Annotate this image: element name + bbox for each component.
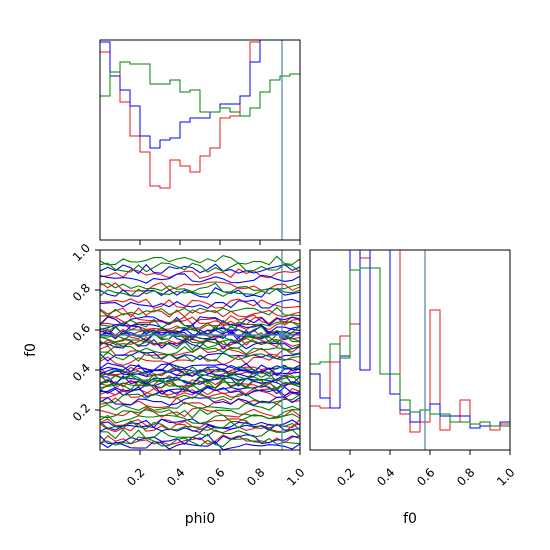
histogram-f0-frame [309,249,511,451]
x-tick-label-f0: 1.0 [494,465,517,488]
contour-series-2-level-7 [100,333,300,351]
x-tick-label-f0: 0.2 [334,465,357,488]
truth-marker [279,332,285,338]
contour-series-2-level-2 [100,401,300,420]
y-tick-label-f0: 0.4 [70,361,93,384]
y-tick-label-f0: 0.6 [70,321,93,344]
contour-series-2-level-6 [100,345,300,363]
x-tick-label-f0: 0.4 [374,465,397,488]
x-tick-label-f0: 0.8 [454,465,477,488]
histogram-phi0-series-2 [100,61,300,240]
contour-series-1-level-10 [100,287,300,309]
contour-series-2-level-8 [100,325,300,344]
x-tick-label-phi0: 0.6 [204,465,227,488]
contour-series-2-level-10 [100,282,300,297]
contour-series-1-level-0 [100,433,300,450]
contour-series-0-level-11 [100,268,300,292]
contour-series-0-level-2 [100,388,300,408]
x-tick-label-phi0: 0.2 [124,465,147,488]
contour-series-0-level-10 [100,298,300,318]
x-tick-label-phi0: 1.0 [284,465,307,488]
histogram-f0-series-1 [310,250,510,450]
x-axis-label-phi0: phi0 [185,511,216,527]
x-axis-label-f0: f0 [403,511,417,527]
contour-frame [99,249,301,451]
histogram-phi0-series-1 [100,40,300,240]
x-tick-label-phi0: 0.8 [244,465,267,488]
contour-series-2-level-11 [100,254,300,273]
contour-phi0-f0-panel: 0.2 0.4 0.6 0.8 1.0 0.2 0.4 0.6 0.8 1.0 phi0 f0 [23,241,308,527]
contour-series-2-level-5 [100,365,300,383]
x-tick-label-f0: 0.6 [414,465,437,488]
contour-series-2-level-1 [100,413,300,431]
contour-series-2-level-4 [100,373,300,390]
contour-series-2-level-9 [100,306,300,330]
y-tick-label-f0: 0.8 [70,281,93,304]
contour-series-2-level-0 [100,428,300,448]
contour-series-1-level-11 [100,263,300,284]
x-tick-label-phi0: 0.4 [164,465,187,488]
histogram-phi0-series-0 [100,40,300,240]
y-tick-label-f0: 0.2 [70,401,93,424]
y-tick-label-f0: 1.0 [70,241,93,264]
contour-series-0-level-6 [100,336,300,357]
y-axis-label-f0: f0 [23,343,39,357]
histogram-f0-panel: 0.2 0.4 0.6 0.8 1.0 f0 [309,249,518,527]
histogram-f0-series-2 [310,267,510,450]
histogram-phi0-frame [99,39,301,241]
contour-series-2-level-3 [100,380,300,404]
histogram-phi0-panel [99,39,301,245]
